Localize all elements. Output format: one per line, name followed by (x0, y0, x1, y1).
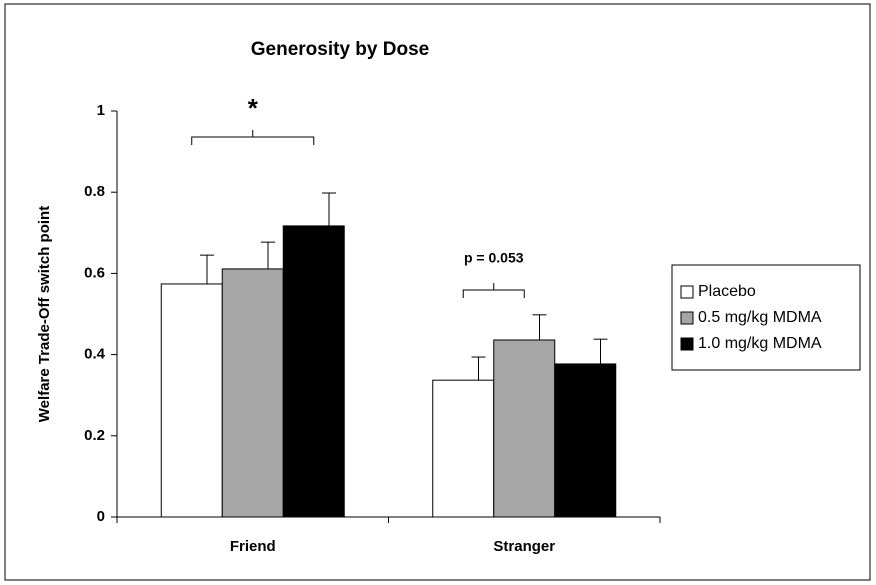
legend-swatch (680, 285, 694, 299)
y-tick-label: 0.8 (84, 183, 105, 200)
y-tick-label: 0.2 (84, 427, 105, 444)
y-axis-label: Welfare Trade-Off switch point (36, 206, 53, 422)
bar (282, 225, 345, 518)
bar (160, 283, 223, 518)
legend-box (671, 264, 861, 371)
legend-swatch (680, 311, 694, 325)
bracket (191, 130, 315, 145)
y-tick-label: 0 (97, 508, 105, 525)
y-tick-label: 0.4 (84, 346, 106, 363)
legend-label: 0.5 mg/kg MDMA (698, 309, 822, 326)
legend-swatch (680, 337, 694, 351)
annotation: * (248, 93, 259, 123)
chart-title: Generosity by Dose (251, 39, 429, 60)
y-tick-label: 1 (97, 102, 105, 119)
bar (493, 339, 556, 518)
legend-label: 1.0 mg/kg MDMA (698, 335, 822, 352)
bar (432, 379, 495, 518)
x-tick-label: Friend (230, 538, 276, 555)
bracket (462, 283, 525, 298)
x-tick-label: Stranger (493, 538, 555, 555)
bar (554, 363, 617, 518)
y-tick-label: 0.6 (84, 264, 105, 281)
annotation: p = 0.053 (464, 250, 524, 266)
legend-label: Placebo (698, 283, 756, 300)
bar (221, 268, 284, 518)
